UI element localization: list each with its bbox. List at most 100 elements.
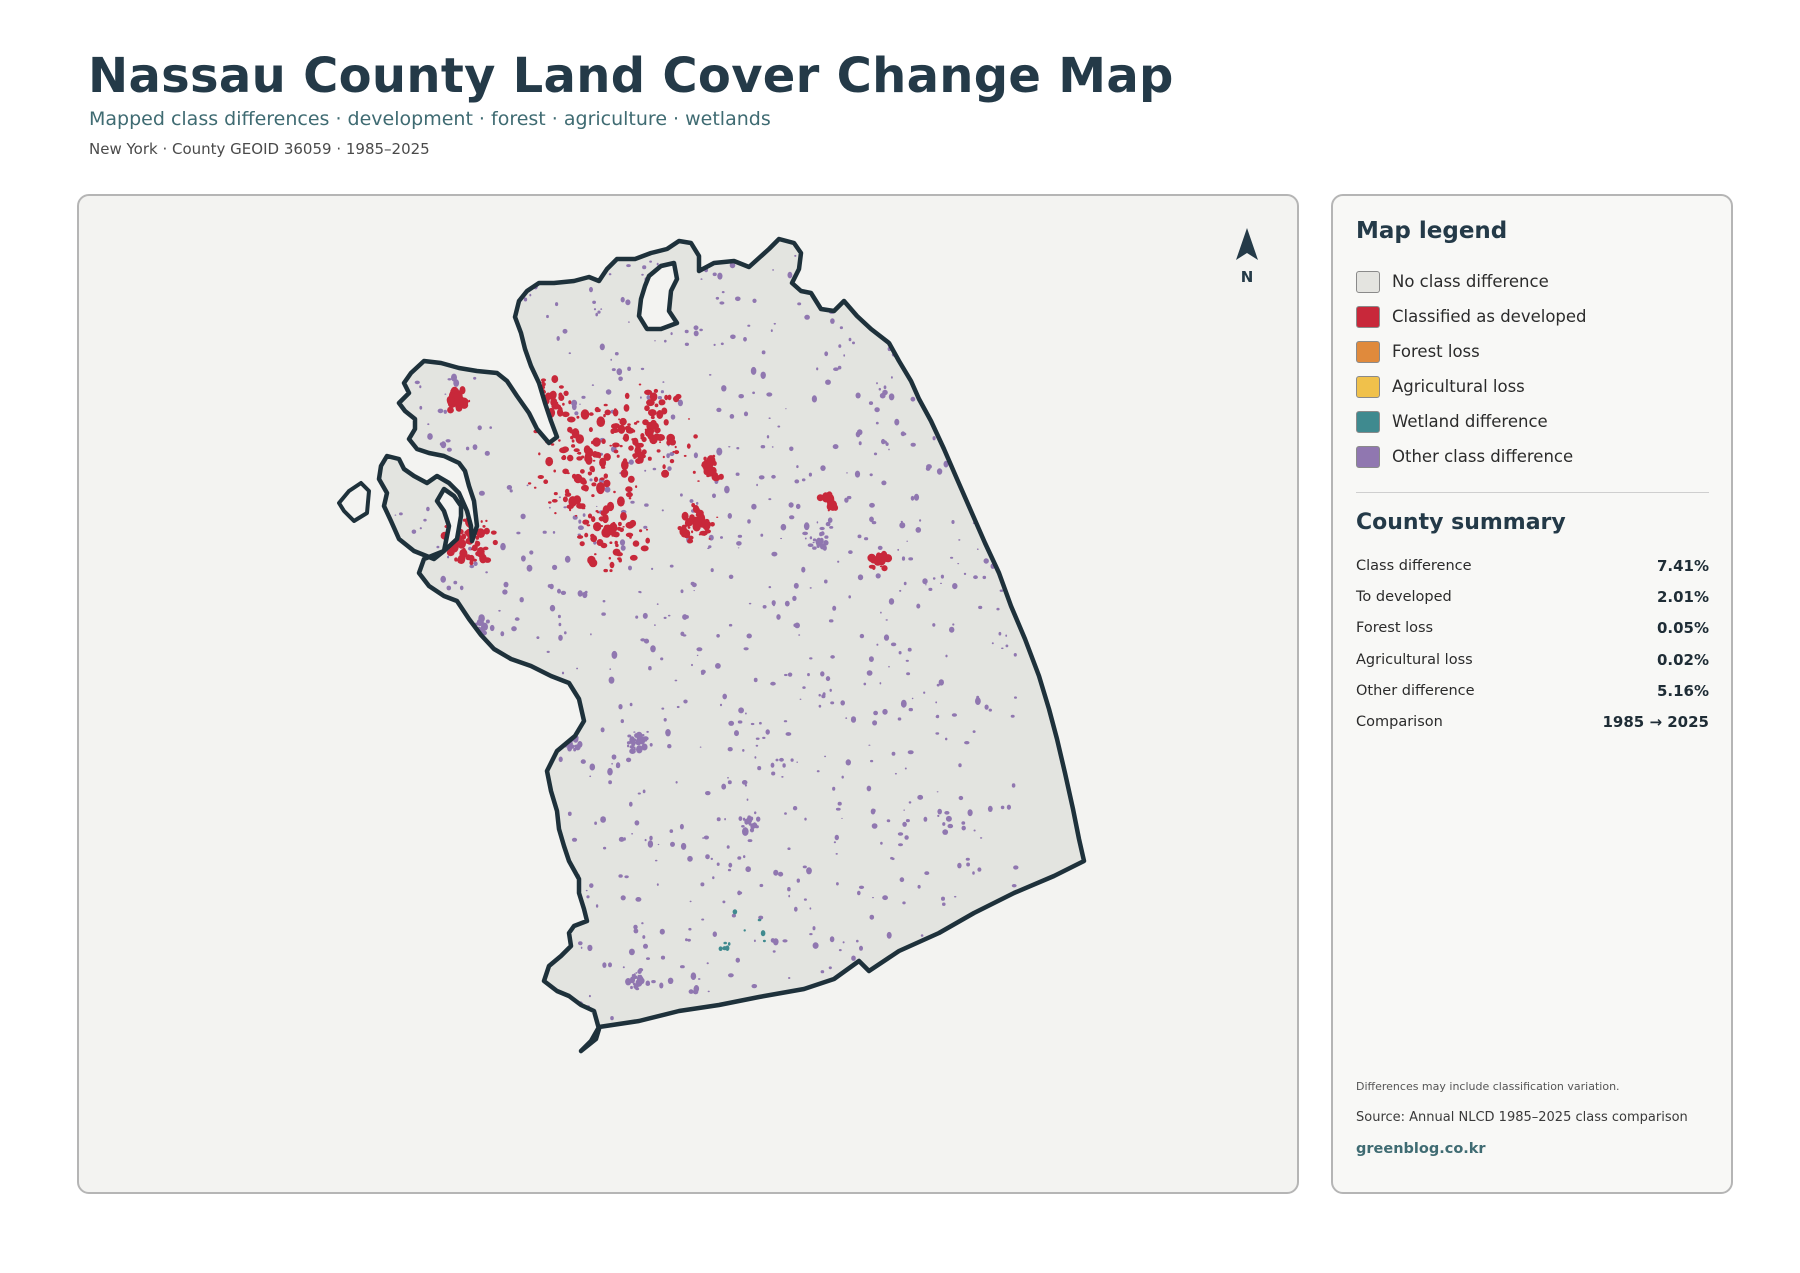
other-change-patch (619, 539, 626, 546)
other-change-patch (600, 816, 606, 823)
other-change-patch (874, 1032, 878, 1035)
other-change-patch (772, 950, 776, 953)
other-change-patch (352, 760, 355, 762)
wetland-change-patch (732, 909, 738, 915)
other-change-patch (312, 861, 318, 865)
other-change-patch (509, 235, 512, 238)
other-change-patch (838, 949, 842, 952)
other-change-patch (944, 409, 951, 414)
other-change-patch (688, 927, 692, 931)
other-change-patch (837, 365, 842, 370)
developed-change-patch (697, 480, 700, 482)
other-change-patch (558, 634, 563, 641)
other-change-patch (803, 522, 810, 531)
other-change-patch (384, 998, 390, 1005)
forest-loss-patch (951, 967, 955, 971)
other-change-patch (625, 1071, 628, 1073)
other-change-patch (479, 695, 484, 702)
other-change-patch (593, 308, 597, 311)
other-change-patch (715, 296, 720, 300)
developed-change-patch (687, 418, 691, 420)
developed-change-patch (580, 409, 590, 420)
developed-change-patch (577, 451, 582, 455)
other-change-patch (907, 1004, 909, 1007)
other-change-patch (608, 962, 612, 968)
other-change-patch (839, 326, 844, 330)
other-change-patch (345, 640, 351, 645)
legend-label: No class difference (1392, 272, 1549, 291)
other-change-patch (825, 276, 831, 283)
other-change-patch (816, 367, 819, 371)
credit-link[interactable]: greenblog.co.kr (1356, 1141, 1486, 1157)
developed-change-patch (637, 451, 645, 459)
other-change-patch (746, 633, 752, 639)
other-change-patch (657, 843, 660, 846)
other-change-patch (594, 821, 597, 825)
other-change-patch (973, 981, 980, 987)
other-change-patch (368, 866, 374, 870)
developed-change-patch (602, 513, 609, 524)
other-change-patch (338, 273, 340, 275)
other-change-patch (963, 572, 967, 575)
other-change-patch (567, 811, 572, 816)
other-change-patch (379, 487, 381, 493)
other-change-patch (646, 730, 649, 733)
other-change-patch (983, 558, 989, 564)
developed-change-patch (545, 456, 554, 467)
forest-loss-patch (921, 982, 925, 986)
forest-loss-patch (938, 972, 944, 978)
other-change-patch (515, 957, 521, 961)
other-change-patch (901, 556, 906, 561)
other-change-patch (961, 821, 966, 825)
other-change-patch (562, 328, 568, 334)
developed-change-patch (619, 417, 627, 426)
other-change-patch (444, 918, 448, 922)
other-change-patch (506, 983, 511, 987)
other-change-patch (899, 877, 905, 883)
other-change-patch (1012, 596, 1017, 603)
developed-change-patch (543, 479, 549, 485)
legend-label: Forest loss (1392, 342, 1480, 361)
other-change-patch (608, 676, 615, 684)
other-change-patch (978, 236, 980, 237)
map-panel[interactable]: N (77, 194, 1299, 1194)
other-change-patch (680, 842, 687, 850)
other-change-patch (799, 698, 802, 700)
other-change-patch (662, 381, 665, 383)
developed-change-patch (677, 526, 683, 531)
other-change-patch (907, 647, 912, 652)
developed-change-patch (415, 639, 422, 647)
other-change-patch (511, 749, 515, 753)
other-change-patch (1001, 330, 1007, 336)
other-change-patch (751, 503, 757, 510)
other-change-patch (584, 1059, 587, 1061)
other-change-patch (678, 1046, 685, 1050)
developed-change-patch (492, 539, 498, 546)
other-change-patch (646, 395, 651, 400)
other-change-patch (312, 734, 316, 737)
other-change-patch (558, 756, 563, 763)
other-change-patch (379, 764, 384, 769)
other-change-patch (605, 389, 612, 395)
summary-label: To developed (1356, 588, 1452, 605)
county-map[interactable] (79, 196, 1299, 1194)
other-change-patch (298, 1027, 301, 1029)
forest-loss-patch (949, 967, 955, 972)
developed-change-patch (580, 469, 585, 474)
other-change-patch (750, 366, 757, 375)
other-change-patch (639, 591, 642, 594)
other-change-patch (818, 704, 822, 708)
other-change-patch (517, 353, 520, 357)
other-change-patch (737, 890, 741, 896)
other-change-patch (669, 829, 674, 833)
developed-change-patch (703, 456, 707, 461)
other-change-patch (898, 651, 902, 655)
other-change-patch (402, 727, 405, 729)
developed-change-patch (637, 442, 644, 448)
other-change-patch (419, 385, 422, 389)
other-change-patch (719, 301, 725, 305)
other-change-patch (312, 516, 316, 521)
other-change-patch (591, 384, 595, 386)
other-change-patch (628, 459, 634, 465)
other-change-patch (455, 784, 460, 788)
